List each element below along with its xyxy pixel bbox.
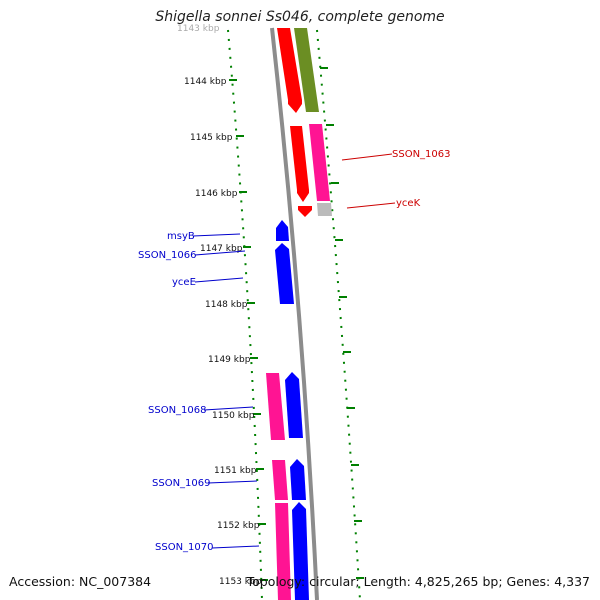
label-leader-lines — [192, 153, 396, 549]
leader-line-yceK — [346, 202, 396, 209]
ruler-label: 1150 kbp — [212, 411, 255, 421]
gene-pink-sson-1069[interactable] — [272, 460, 288, 500]
ruler-label: 1148 kbp — [205, 300, 248, 310]
gene-red[interactable] — [277, 28, 302, 113]
gene-blue-msyB[interactable] — [276, 220, 289, 241]
gene-red-sson-1062[interactable] — [290, 126, 309, 202]
genome-backbone — [270, 27, 319, 600]
map-title: Shigella sonnei Ss046, complete genome — [155, 9, 445, 25]
ruler-label: 1144 kbp — [184, 77, 227, 87]
ruler-label: 1149 kbp — [208, 355, 251, 365]
ruler-ticks — [229, 79, 268, 581]
ruler-label: 1146 kbp — [195, 189, 238, 199]
inner-dotted-ruler-line — [227, 29, 263, 600]
gene-label-msyB[interactable]: msyB — [167, 231, 195, 242]
accession-text: Accession: NC_007384 — [9, 574, 152, 589]
gene-label-sson-1066[interactable]: SSON_1066 — [138, 250, 197, 261]
ruler-label: 1145 kbp — [190, 133, 233, 143]
forward-strand-genes — [277, 28, 332, 217]
gene-grey-yceK[interactable] — [317, 203, 332, 216]
outer-ruler-ticks — [320, 67, 364, 579]
gene-pink-sson-1068[interactable] — [266, 373, 285, 440]
leader-line-sson-1070 — [211, 545, 260, 549]
leader-line-yceE — [194, 277, 244, 283]
genome-summary-text: Topology: circular; Length: 4,825,265 bp… — [246, 574, 590, 589]
gene-blue-sson-1069[interactable] — [290, 459, 306, 500]
leader-line-msyB — [192, 233, 241, 237]
gene-label-sson-1070[interactable]: SSON_1070 — [155, 542, 214, 553]
ruler-label: 1147 kbp — [200, 244, 243, 254]
gene-label-sson-1063[interactable]: SSON_1063 — [392, 149, 451, 160]
gene-red-small[interactable] — [298, 206, 312, 217]
gene-label-sson-1068[interactable]: SSON_1068 — [148, 405, 207, 416]
gene-label-yceE[interactable]: yceE — [172, 277, 196, 288]
gene-pink-sson-1070[interactable] — [275, 503, 291, 600]
gene-label-yceK[interactable]: yceK — [396, 198, 421, 209]
outer-dotted-ruler-line — [316, 29, 361, 600]
gene-pink-sson-1063[interactable] — [309, 124, 330, 201]
leader-line-sson-1069 — [207, 480, 258, 484]
gene-blue-sson-1068[interactable] — [285, 372, 303, 438]
ruler-label-cutoff: 1143 kbp — [177, 24, 220, 34]
leader-line-sson-1063 — [341, 153, 393, 161]
gene-label-sson-1069[interactable]: SSON_1069 — [152, 478, 211, 489]
leader-line-sson-1068 — [203, 406, 254, 411]
leader-line-sson-1066 — [194, 250, 246, 256]
ruler-label: 1152 kbp — [217, 521, 260, 531]
gene-olive[interactable] — [294, 28, 319, 112]
gene-blue-sson-1070[interactable] — [292, 502, 309, 600]
gene-labels: SSON_1063 yceK msyB SSON_1066 yceE SSON_… — [138, 149, 451, 553]
gene-blue-sson-1066[interactable] — [275, 243, 294, 304]
ruler-labels: 1144 kbp 1145 kbp 1146 kbp 1147 kbp 1148… — [184, 77, 262, 587]
ruler-label: 1153 kbp — [219, 577, 262, 587]
ruler-label: 1151 kbp — [214, 466, 257, 476]
reverse-strand-genes — [266, 220, 309, 600]
